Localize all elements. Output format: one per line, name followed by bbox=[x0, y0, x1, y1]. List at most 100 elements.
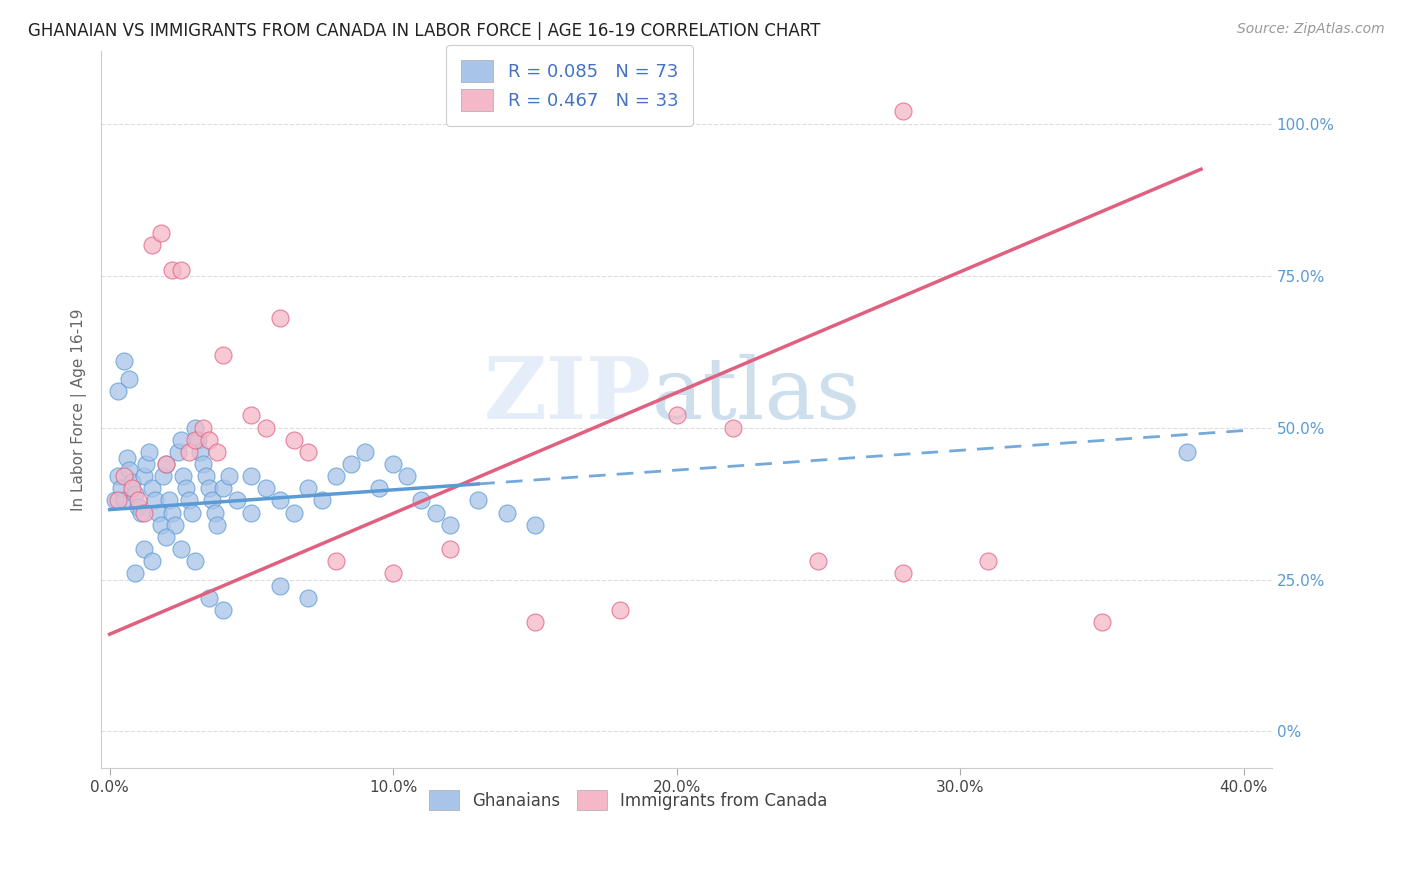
Point bbox=[127, 493, 149, 508]
Point bbox=[183, 420, 205, 434]
Point bbox=[163, 517, 186, 532]
Point bbox=[172, 469, 194, 483]
Point bbox=[177, 493, 200, 508]
Point bbox=[1091, 615, 1114, 629]
Point bbox=[198, 591, 221, 605]
Point bbox=[212, 603, 235, 617]
Point bbox=[218, 469, 240, 483]
Point bbox=[201, 493, 224, 508]
Point bbox=[311, 493, 333, 508]
Point bbox=[141, 238, 163, 252]
Point bbox=[160, 262, 183, 277]
Point bbox=[138, 445, 160, 459]
Point bbox=[382, 566, 405, 581]
Point bbox=[254, 481, 277, 495]
Point bbox=[160, 506, 183, 520]
Point bbox=[132, 469, 155, 483]
Point bbox=[169, 262, 191, 277]
Point bbox=[166, 445, 188, 459]
Point bbox=[425, 506, 447, 520]
Point bbox=[325, 469, 347, 483]
Point bbox=[193, 457, 215, 471]
Point bbox=[411, 493, 433, 508]
Point bbox=[297, 591, 319, 605]
Point bbox=[212, 348, 235, 362]
Point bbox=[115, 450, 138, 465]
Text: GHANAIAN VS IMMIGRANTS FROM CANADA IN LABOR FORCE | AGE 16-19 CORRELATION CHART: GHANAIAN VS IMMIGRANTS FROM CANADA IN LA… bbox=[28, 22, 821, 40]
Point bbox=[124, 566, 146, 581]
Point bbox=[118, 463, 141, 477]
Point bbox=[723, 420, 745, 434]
Point bbox=[297, 445, 319, 459]
Point bbox=[212, 481, 235, 495]
Point bbox=[297, 481, 319, 495]
Point bbox=[127, 500, 149, 514]
Point bbox=[183, 433, 205, 447]
Point bbox=[107, 384, 129, 398]
Point bbox=[396, 469, 419, 483]
Point bbox=[439, 517, 461, 532]
Point bbox=[129, 506, 152, 520]
Point bbox=[155, 530, 177, 544]
Point bbox=[523, 615, 546, 629]
Point bbox=[193, 420, 215, 434]
Point bbox=[665, 409, 688, 423]
Point bbox=[523, 517, 546, 532]
Point bbox=[198, 433, 221, 447]
Point bbox=[121, 475, 143, 490]
Point bbox=[155, 457, 177, 471]
Point bbox=[180, 506, 202, 520]
Point bbox=[283, 433, 305, 447]
Point bbox=[198, 481, 221, 495]
Point bbox=[807, 554, 830, 568]
Point bbox=[353, 445, 375, 459]
Point bbox=[169, 542, 191, 557]
Point bbox=[112, 493, 135, 508]
Point bbox=[240, 469, 263, 483]
Point bbox=[195, 469, 218, 483]
Legend: Ghanaians, Immigrants from Canada: Ghanaians, Immigrants from Canada bbox=[422, 783, 834, 817]
Point bbox=[893, 104, 915, 119]
Point bbox=[240, 409, 263, 423]
Y-axis label: In Labor Force | Age 16-19: In Labor Force | Age 16-19 bbox=[72, 308, 87, 510]
Point bbox=[174, 481, 197, 495]
Point bbox=[283, 506, 305, 520]
Point bbox=[183, 554, 205, 568]
Point bbox=[382, 457, 405, 471]
Text: Source: ZipAtlas.com: Source: ZipAtlas.com bbox=[1237, 22, 1385, 37]
Point bbox=[121, 481, 143, 495]
Point bbox=[124, 487, 146, 501]
Point bbox=[141, 481, 163, 495]
Point bbox=[118, 372, 141, 386]
Point bbox=[204, 506, 226, 520]
Point bbox=[146, 506, 169, 520]
Point bbox=[132, 542, 155, 557]
Point bbox=[149, 226, 172, 240]
Point bbox=[609, 603, 631, 617]
Point bbox=[439, 542, 461, 557]
Point bbox=[325, 554, 347, 568]
Point bbox=[495, 506, 517, 520]
Point bbox=[107, 493, 129, 508]
Point bbox=[155, 457, 177, 471]
Point bbox=[269, 493, 291, 508]
Point bbox=[110, 481, 132, 495]
Point bbox=[112, 353, 135, 368]
Point bbox=[157, 493, 180, 508]
Point bbox=[226, 493, 249, 508]
Point bbox=[207, 517, 229, 532]
Point bbox=[152, 469, 174, 483]
Point bbox=[893, 566, 915, 581]
Point bbox=[467, 493, 489, 508]
Point bbox=[141, 554, 163, 568]
Point bbox=[977, 554, 1000, 568]
Point bbox=[1175, 445, 1198, 459]
Point bbox=[186, 433, 208, 447]
Point bbox=[107, 469, 129, 483]
Point bbox=[254, 420, 277, 434]
Text: atlas: atlas bbox=[651, 353, 860, 436]
Point bbox=[112, 469, 135, 483]
Point bbox=[269, 311, 291, 326]
Point bbox=[149, 517, 172, 532]
Point bbox=[207, 445, 229, 459]
